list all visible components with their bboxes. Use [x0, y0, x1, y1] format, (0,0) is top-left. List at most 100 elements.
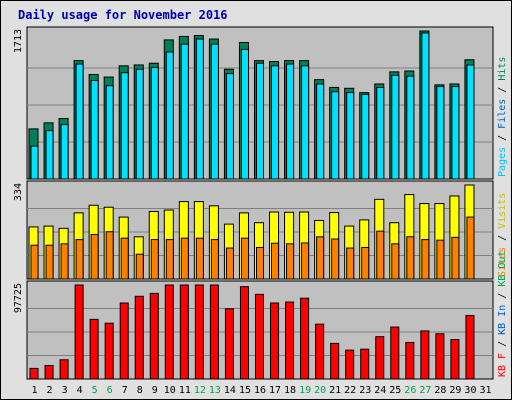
bar-files: [466, 64, 475, 180]
bar-kb-f: [44, 365, 54, 380]
bar-sites: [466, 216, 475, 280]
bar-kb-f: [300, 297, 310, 380]
bar-kb-f: [149, 292, 159, 380]
bar-kb-f: [330, 342, 340, 380]
x-tick-label: 1: [32, 385, 38, 396]
bar-kb-f: [435, 333, 445, 380]
bar-kb-f: [104, 322, 114, 380]
side-label-part: Pages: [497, 147, 508, 177]
bar-files: [240, 48, 249, 180]
bar-files: [361, 93, 370, 180]
bar-sites: [331, 238, 340, 280]
bar-files: [45, 130, 54, 180]
x-tick-label: 16: [254, 385, 266, 396]
bar-files: [75, 63, 84, 180]
bar-kb-f: [74, 284, 84, 380]
x-tick-label: 15: [239, 385, 251, 396]
bar-sites: [210, 239, 219, 280]
x-tick-label: 3: [62, 385, 68, 396]
bar-sites: [225, 247, 234, 280]
side-label-part: KB Out: [497, 251, 508, 287]
bar-kb-f: [209, 284, 219, 380]
x-tick-label: 29: [449, 385, 461, 396]
x-tick-label: 8: [137, 385, 143, 396]
x-tick-label: 13: [209, 385, 221, 396]
bar-files: [180, 43, 189, 180]
x-tick-label: 27: [419, 385, 431, 396]
bar-sites: [180, 237, 189, 280]
bar-sites: [421, 239, 430, 280]
bar-files: [120, 72, 129, 180]
bar-files: [451, 86, 460, 180]
x-tick-label: 25: [389, 385, 401, 396]
x-tick-label: 10: [164, 385, 176, 396]
side-label-part: Visits: [497, 193, 508, 229]
side-label-part: /: [497, 129, 508, 147]
x-tick-label: 30: [464, 385, 476, 396]
bar-sites: [271, 242, 280, 280]
chart-title: Daily usage for November 2016: [18, 8, 228, 22]
panel-side-label: KB F / KB In / KB Out: [497, 251, 508, 377]
bar-sites: [195, 237, 204, 280]
side-label-part: Files: [497, 99, 508, 129]
bar-sites: [150, 239, 159, 280]
x-tick-label: 12: [194, 385, 206, 396]
bar-files: [316, 83, 325, 180]
bar-kb-f: [119, 302, 129, 380]
bar-files: [135, 68, 144, 180]
x-tick-label: 5: [92, 385, 98, 396]
panel-hits-files-pages: 1713 Pages / Files / Hits: [13, 26, 508, 180]
x-tick-label: 17: [269, 385, 281, 396]
side-label-part: /: [497, 335, 508, 353]
bar-files: [271, 65, 280, 180]
bar-kb-f: [375, 336, 385, 380]
bar-files: [210, 43, 219, 180]
x-tick-label: 24: [374, 385, 386, 396]
bar-kb-f: [390, 326, 400, 380]
bar-files: [105, 85, 114, 180]
x-tick-label: 23: [359, 385, 371, 396]
x-tick-label: 18: [284, 385, 296, 396]
bar-sites: [316, 236, 325, 280]
bar-files: [30, 145, 39, 180]
bar-kb-f: [179, 284, 189, 380]
x-tick-label: 6: [107, 385, 113, 396]
x-tick-label: 4: [77, 385, 83, 396]
bar-kb-f: [345, 349, 355, 380]
bar-sites: [90, 234, 99, 280]
panel-max-label: 334: [13, 183, 24, 201]
bar-files: [60, 124, 69, 180]
bar-sites: [120, 237, 129, 280]
bar-files: [150, 67, 159, 180]
bar-files: [165, 51, 174, 180]
x-tick-label: 7: [122, 385, 128, 396]
bar-files: [346, 92, 355, 180]
bar-sites: [75, 239, 84, 280]
bar-kb-f: [254, 293, 265, 380]
x-tick-label: 9: [152, 385, 158, 396]
panel-max-label: 97725: [13, 283, 24, 313]
bar-kb-f: [194, 284, 204, 380]
side-label-part: Sites: [497, 247, 508, 277]
bar-sites: [406, 236, 415, 280]
bar-kb-f: [315, 323, 325, 380]
bar-sites: [436, 239, 445, 280]
bar-files: [286, 63, 295, 180]
bar-files: [376, 86, 385, 180]
bar-sites: [451, 236, 460, 280]
side-label-part: /: [497, 81, 508, 99]
side-label-part: /: [497, 229, 508, 247]
bar-files: [255, 62, 265, 180]
bar-kb-f: [270, 302, 280, 380]
panel-side-label: Sites / Visits: [497, 193, 508, 277]
bar-sites: [135, 253, 144, 280]
bar-kb-f: [164, 284, 174, 380]
bar-kb-f: [360, 348, 370, 380]
bar-sites: [240, 237, 249, 280]
x-tick-label: 22: [344, 385, 356, 396]
panel-visits-sites: 334 Sites / Visits: [13, 180, 508, 280]
bar-sites: [361, 246, 370, 280]
bar-sites: [165, 239, 174, 280]
bar-sites: [286, 243, 295, 280]
